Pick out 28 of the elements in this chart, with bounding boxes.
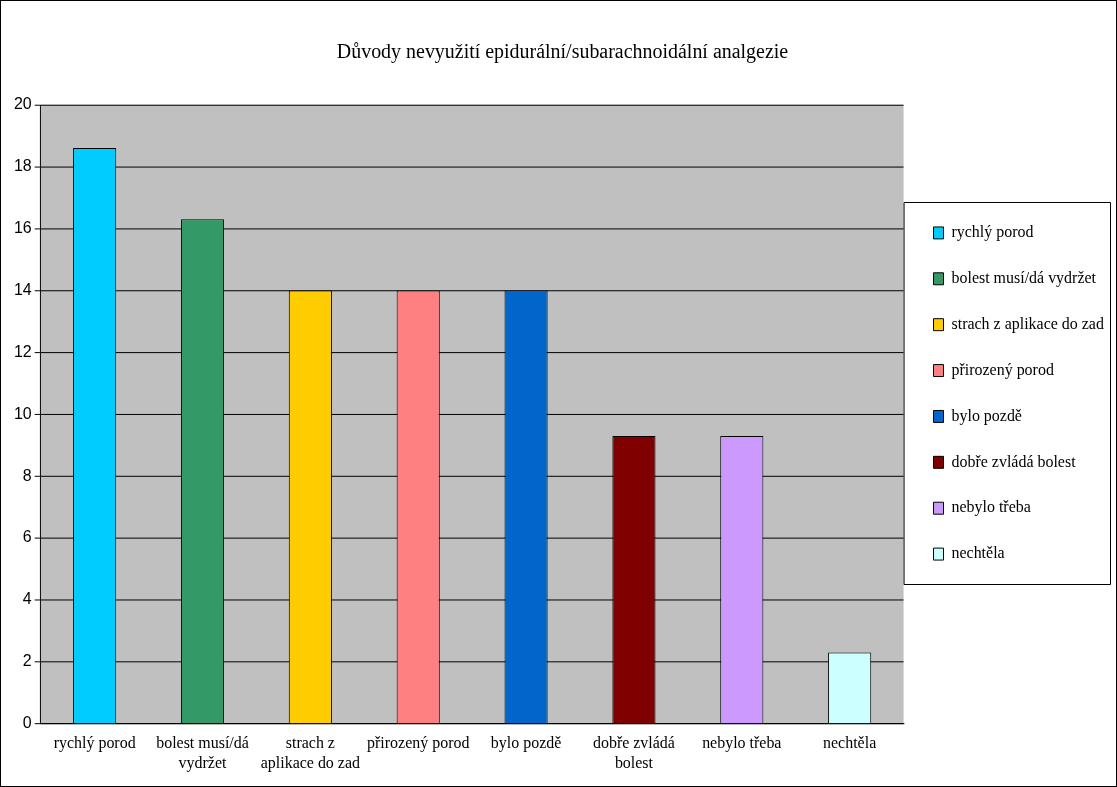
y-tick-label: 0 bbox=[22, 714, 32, 732]
y-tick-label: 10 bbox=[13, 404, 32, 422]
legend-label: přirozený porod bbox=[951, 360, 1054, 379]
legend-label: nebylo třeba bbox=[951, 498, 1031, 517]
y-tick-label: 8 bbox=[22, 466, 32, 484]
x-tick-label: přirozený porod bbox=[367, 734, 470, 753]
x-tick-label: nebylo třeba bbox=[702, 734, 782, 753]
y-tick-label: 4 bbox=[22, 590, 32, 608]
x-tick-label: bylo pozdě bbox=[490, 734, 562, 753]
legend-label: bylo pozdě bbox=[951, 406, 1022, 425]
y-tick-label: 12 bbox=[13, 342, 32, 360]
y-tick-label: 16 bbox=[13, 218, 32, 236]
legend-label: dobře zvládá bolest bbox=[951, 452, 1077, 470]
legend-label: bolest musí/dá vydržet bbox=[951, 268, 1097, 287]
chart-title: Důvody nevyužití epidurální/subarachnoidální analgezie bbox=[336, 40, 789, 64]
y-tick-label: 6 bbox=[22, 528, 32, 546]
y-tick-label: 20 bbox=[13, 95, 32, 113]
x-tick-label: nechtěla bbox=[823, 734, 877, 752]
legend-label: rychlý porod bbox=[951, 223, 1034, 242]
y-tick-label: 18 bbox=[13, 157, 32, 175]
x-tick-label: strach z aplikace do zad bbox=[260, 734, 361, 772]
y-tick-label: 2 bbox=[22, 652, 32, 670]
legend-label: nechtěla bbox=[951, 544, 1005, 562]
legend-label: strach z aplikace do zad bbox=[951, 314, 1104, 333]
x-tick-label: bolest musí/dá vydržet bbox=[156, 734, 249, 772]
x-tick-label: dobře zvládá bolest bbox=[592, 734, 675, 771]
x-tick-label: rychlý porod bbox=[53, 734, 136, 753]
y-tick-label: 14 bbox=[13, 280, 32, 298]
